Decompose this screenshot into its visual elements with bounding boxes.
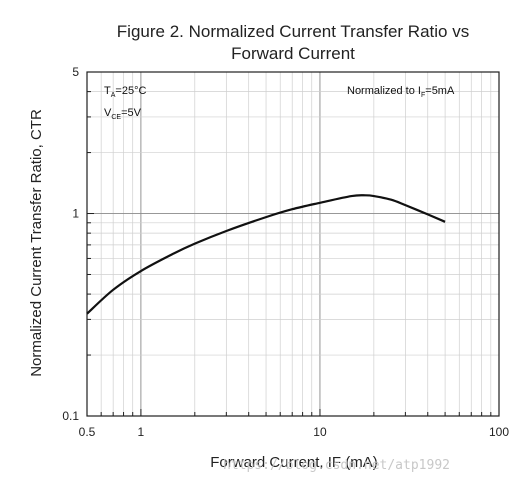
norm-main: Normalized to I bbox=[347, 85, 421, 97]
ticks bbox=[86, 71, 500, 417]
ta-main: T bbox=[104, 85, 111, 97]
watermark: https://blog.csdn.net/atp1992 bbox=[223, 458, 450, 473]
y-tick-label: 5 bbox=[72, 65, 79, 79]
chart-title-line2: Forward Current bbox=[231, 44, 355, 63]
ta-sub: A bbox=[111, 92, 116, 99]
vce-annotation: VCE=5V bbox=[104, 107, 142, 121]
plot-frame bbox=[86, 71, 500, 417]
x-tick-label: 1 bbox=[138, 425, 145, 439]
vce-main: V bbox=[104, 107, 112, 119]
x-tick-label: 0.5 bbox=[79, 425, 96, 439]
ta-value: =25°C bbox=[115, 85, 146, 97]
x-tick-label: 10 bbox=[313, 425, 327, 439]
x-tick-label: 100 bbox=[489, 425, 509, 439]
norm-value: =5mA bbox=[425, 85, 455, 97]
ctr-curve bbox=[86, 194, 446, 315]
x-axis-label: Forward Current, IF (mA) bbox=[210, 454, 378, 471]
norm-sub: F bbox=[421, 92, 425, 99]
y-tick-label: 1 bbox=[72, 207, 79, 221]
y-tick-labels: 0.1 1 5 bbox=[62, 65, 79, 423]
grid bbox=[87, 72, 499, 416]
y-tick-label: 0.1 bbox=[62, 409, 79, 423]
vce-sub: CE bbox=[111, 114, 121, 121]
x-tick-labels: 0.5 1 10 100 bbox=[79, 425, 510, 439]
ta-annotation: TA=25°C bbox=[104, 85, 146, 99]
chart-title-line1: Figure 2. Normalized Current Transfer Ra… bbox=[117, 22, 469, 41]
y-axis-label: Normalized Current Transfer Ratio, CTR bbox=[28, 109, 45, 377]
norm-annotation: Normalized to IF=5mA bbox=[347, 85, 455, 99]
vce-value: =5V bbox=[121, 107, 142, 119]
